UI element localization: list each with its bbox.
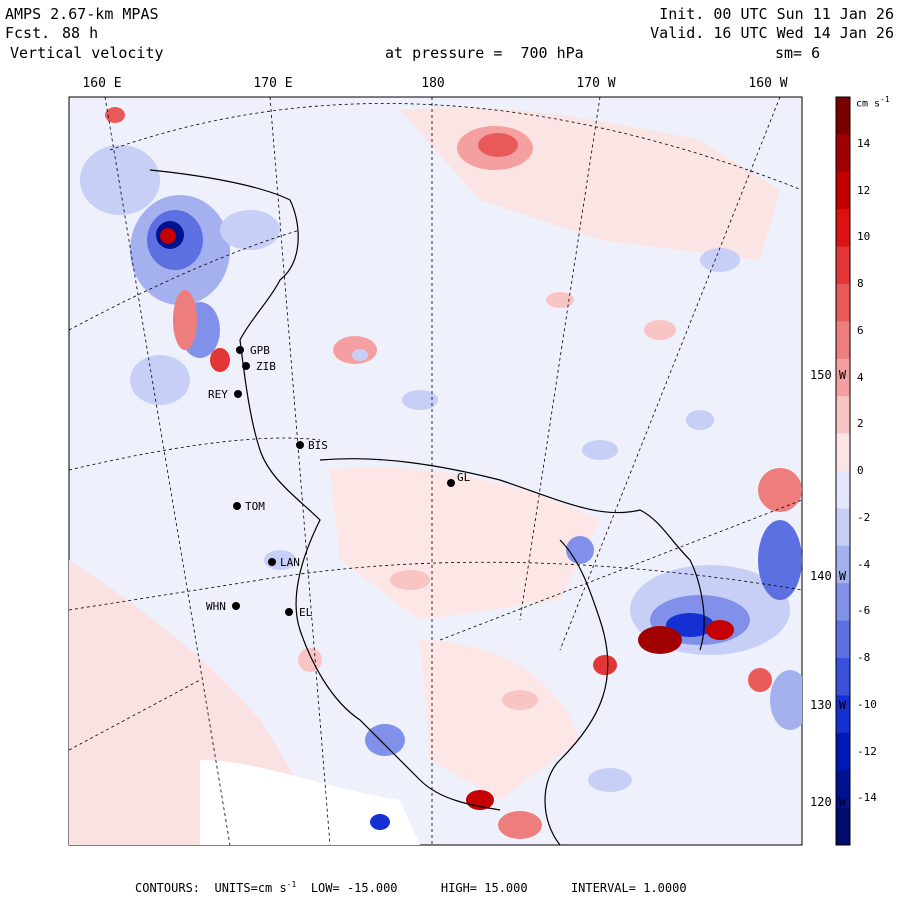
colorbar-swatch — [836, 284, 850, 322]
coastline — [149, 169, 705, 846]
model-name: AMPS 2.67-km MPAS — [5, 5, 159, 23]
colorbar-tick-label: 2 — [857, 417, 864, 431]
colorbar-outline — [835, 96, 851, 846]
colorbar-swatch — [836, 658, 850, 696]
init-time: Init. 00 UTC Sun 11 Jan 26 — [659, 5, 894, 23]
station-label: WHN — [206, 600, 226, 613]
colorbar-tick-label: 6 — [857, 323, 864, 337]
colorbar-tick-label: 0 — [857, 464, 864, 477]
colorbar-tick-label: 12 — [857, 183, 871, 197]
colorbar-units-text: cm s — [856, 98, 881, 110]
station-label: GL — [457, 471, 471, 484]
colorbar-swatch — [836, 171, 850, 210]
variable-name: Vertical velocity — [10, 44, 164, 62]
station-label: GPB — [250, 344, 270, 357]
station-label: LAN — [280, 556, 300, 569]
colorbar-swatch — [836, 134, 850, 173]
colorbar-tick-label: -2 — [857, 510, 871, 524]
colorbar-swatch — [836, 321, 850, 360]
colorbar-swatch — [836, 695, 850, 734]
colorbar-swatch — [836, 433, 850, 472]
stations-layer — [232, 346, 455, 616]
station-label: ZIB — [256, 360, 276, 373]
station-marker — [447, 479, 455, 487]
footer-high: HIGH= 15.000 — [440, 881, 528, 895]
fcst-label: Fcst. — [5, 24, 51, 42]
footer-units-exp: -1 — [286, 880, 297, 889]
colorbar — [835, 96, 851, 846]
fcst-value: 88 h — [62, 24, 99, 42]
station-marker — [233, 502, 241, 510]
colorbar-swatch — [836, 807, 850, 846]
station-label: TOM — [245, 500, 265, 513]
station-marker — [242, 362, 250, 370]
colorbar-swatch — [836, 770, 850, 809]
ice-region — [200, 760, 420, 845]
station-marker — [268, 558, 276, 566]
colorbar-tick-label: -6 — [857, 604, 871, 618]
station-marker — [234, 390, 242, 398]
colorbar-tick-label: -12 — [857, 744, 877, 758]
colorbar-tick-label: 14 — [857, 136, 871, 150]
lon-label-170w: 170 W — [576, 76, 616, 91]
colorbar-units: cm s-1 — [856, 95, 890, 109]
colorbar-swatch — [836, 358, 850, 397]
footer-low: LOW= -15.000 — [310, 881, 398, 895]
colorbar-swatch — [836, 97, 850, 135]
pressure-level: at pressure = 700 hPa — [385, 44, 584, 62]
colorbar-tick-label: 10 — [857, 230, 871, 244]
station-label: EL — [299, 606, 313, 619]
lon-label-180: 180 — [421, 76, 445, 91]
colorbar-swatch — [836, 209, 850, 248]
lat-label-140w: 140 W — [810, 569, 847, 583]
vertical-velocity-field — [69, 107, 802, 845]
footer-contours: CONTOURS: UNITS=cm s-1 LOW= -15.000 HIGH… — [135, 880, 687, 895]
lat-label-120w: 120 W — [810, 795, 847, 809]
lat-label-130w: 130 W — [810, 698, 847, 712]
lon-label-160w: 160 W — [748, 76, 788, 91]
graticule — [69, 97, 802, 845]
colorbar-swatch — [836, 396, 850, 435]
valid-time: Valid. 16 UTC Wed 14 Jan 26 — [650, 24, 894, 42]
footer-units: UNITS=cm s — [214, 881, 287, 895]
colorbar-tick-label: -8 — [857, 651, 871, 664]
footer-interval: INTERVAL= 1.0000 — [570, 881, 687, 895]
colorbar-units-exp: -1 — [880, 95, 890, 104]
station-marker — [232, 602, 240, 610]
colorbar-swatch — [836, 583, 850, 622]
station-label: REY — [208, 388, 228, 401]
colorbar-tick-label: 8 — [857, 277, 864, 290]
lat-label-150w: 150 W — [810, 368, 847, 382]
smoothing: sm= 6 — [775, 44, 821, 62]
colorbar-swatch — [836, 508, 850, 547]
colorbar-tick-label: -10 — [857, 697, 877, 711]
colorbar-tick-label: -14 — [857, 791, 877, 805]
lon-label-160e: 160 E — [82, 76, 122, 91]
station-marker — [296, 441, 304, 449]
colorbar-swatch — [836, 471, 850, 509]
colorbar-swatch — [836, 246, 850, 285]
ascent-cluster-northwest — [105, 107, 230, 372]
colorbar-tick-label: 4 — [857, 370, 864, 384]
bottom-features — [365, 724, 542, 839]
colorbar-tick-label: -4 — [857, 557, 871, 571]
colorbar-swatch — [836, 620, 850, 659]
lon-label-170e: 170 E — [253, 76, 293, 91]
colorbar-swatch — [836, 545, 850, 584]
station-marker — [236, 346, 244, 354]
station-marker — [285, 608, 293, 616]
station-label: BIS — [308, 439, 328, 452]
footer-contours-label: CONTOURS: — [135, 881, 201, 895]
weak-ascent-region — [420, 640, 580, 800]
ascent-cluster-east — [593, 468, 802, 692]
colorbar-swatch — [836, 732, 850, 771]
ascent-cluster-north — [457, 126, 533, 170]
scattered-features — [264, 248, 740, 792]
